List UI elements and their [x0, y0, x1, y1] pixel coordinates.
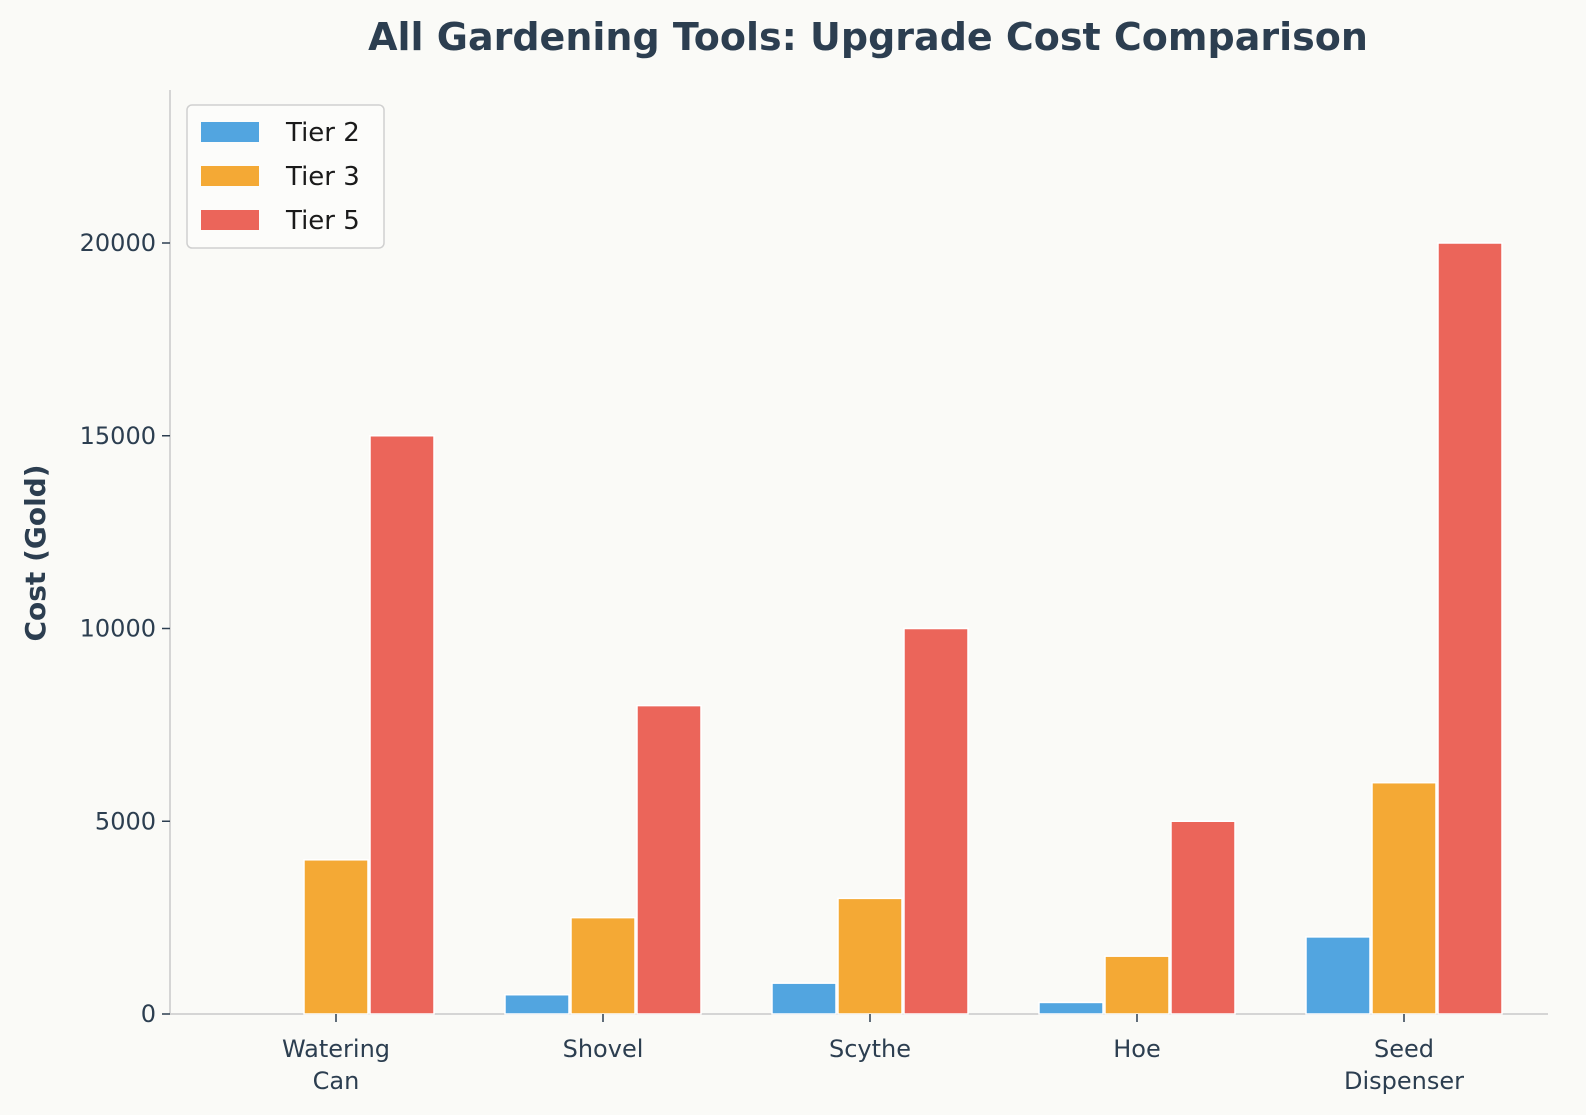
y-tick-label: 20000 — [80, 229, 156, 257]
bar-tier-5-0 — [369, 435, 435, 1015]
legend-label: Tier 2 — [285, 118, 360, 148]
y-tick-label: 0 — [141, 1000, 156, 1028]
bar-tier-5-4 — [1437, 242, 1503, 1015]
legend-label: Tier 3 — [285, 162, 360, 192]
bar-tier-3-2 — [837, 897, 903, 1015]
x-tick-label: Dispenser — [1344, 1067, 1464, 1095]
x-tick-labels: Watering Can Shovel Scythe Hoe Seed Dispenser — [282, 1014, 1464, 1095]
bar-tier-5-3 — [1170, 820, 1236, 1015]
bar-tier-3-4 — [1371, 781, 1437, 1015]
y-axis-label: Cost (Gold) — [19, 464, 52, 641]
x-tick-label: Shovel — [563, 1035, 644, 1063]
bar-tier-2-2 — [771, 982, 837, 1015]
bar-tier-3-0 — [303, 859, 369, 1015]
y-tick-label: 10000 — [80, 615, 156, 643]
x-tick-label: Can — [313, 1067, 360, 1095]
bar-tier-2-1 — [504, 993, 570, 1015]
legend-label: Tier 5 — [285, 206, 360, 236]
y-tick-label: 15000 — [80, 422, 156, 450]
legend-swatch — [201, 122, 259, 142]
x-tick-label: Scythe — [829, 1035, 911, 1063]
legend-swatch — [201, 166, 259, 186]
x-tick-label: Hoe — [1113, 1035, 1161, 1063]
bar-tier-2-4 — [1305, 936, 1371, 1015]
x-tick-label: Watering — [282, 1035, 390, 1063]
legend: Tier 2 Tier 3 Tier 5 — [186, 104, 385, 249]
bars — [303, 242, 1503, 1015]
y-tick-labels: 0 5000 10000 15000 20000 — [80, 229, 170, 1028]
bar-tier-2-3 — [1038, 1001, 1104, 1015]
x-tick-label: Seed — [1374, 1035, 1434, 1063]
bar-tier-5-1 — [636, 704, 702, 1015]
chart-title: All Gardening Tools: Upgrade Cost Compar… — [368, 15, 1368, 59]
legend-swatch — [201, 210, 259, 230]
bar-tier-3-3 — [1104, 955, 1170, 1015]
y-tick-label: 5000 — [95, 807, 156, 835]
bar-tier-5-2 — [903, 627, 969, 1015]
bar-tier-3-1 — [570, 916, 636, 1015]
